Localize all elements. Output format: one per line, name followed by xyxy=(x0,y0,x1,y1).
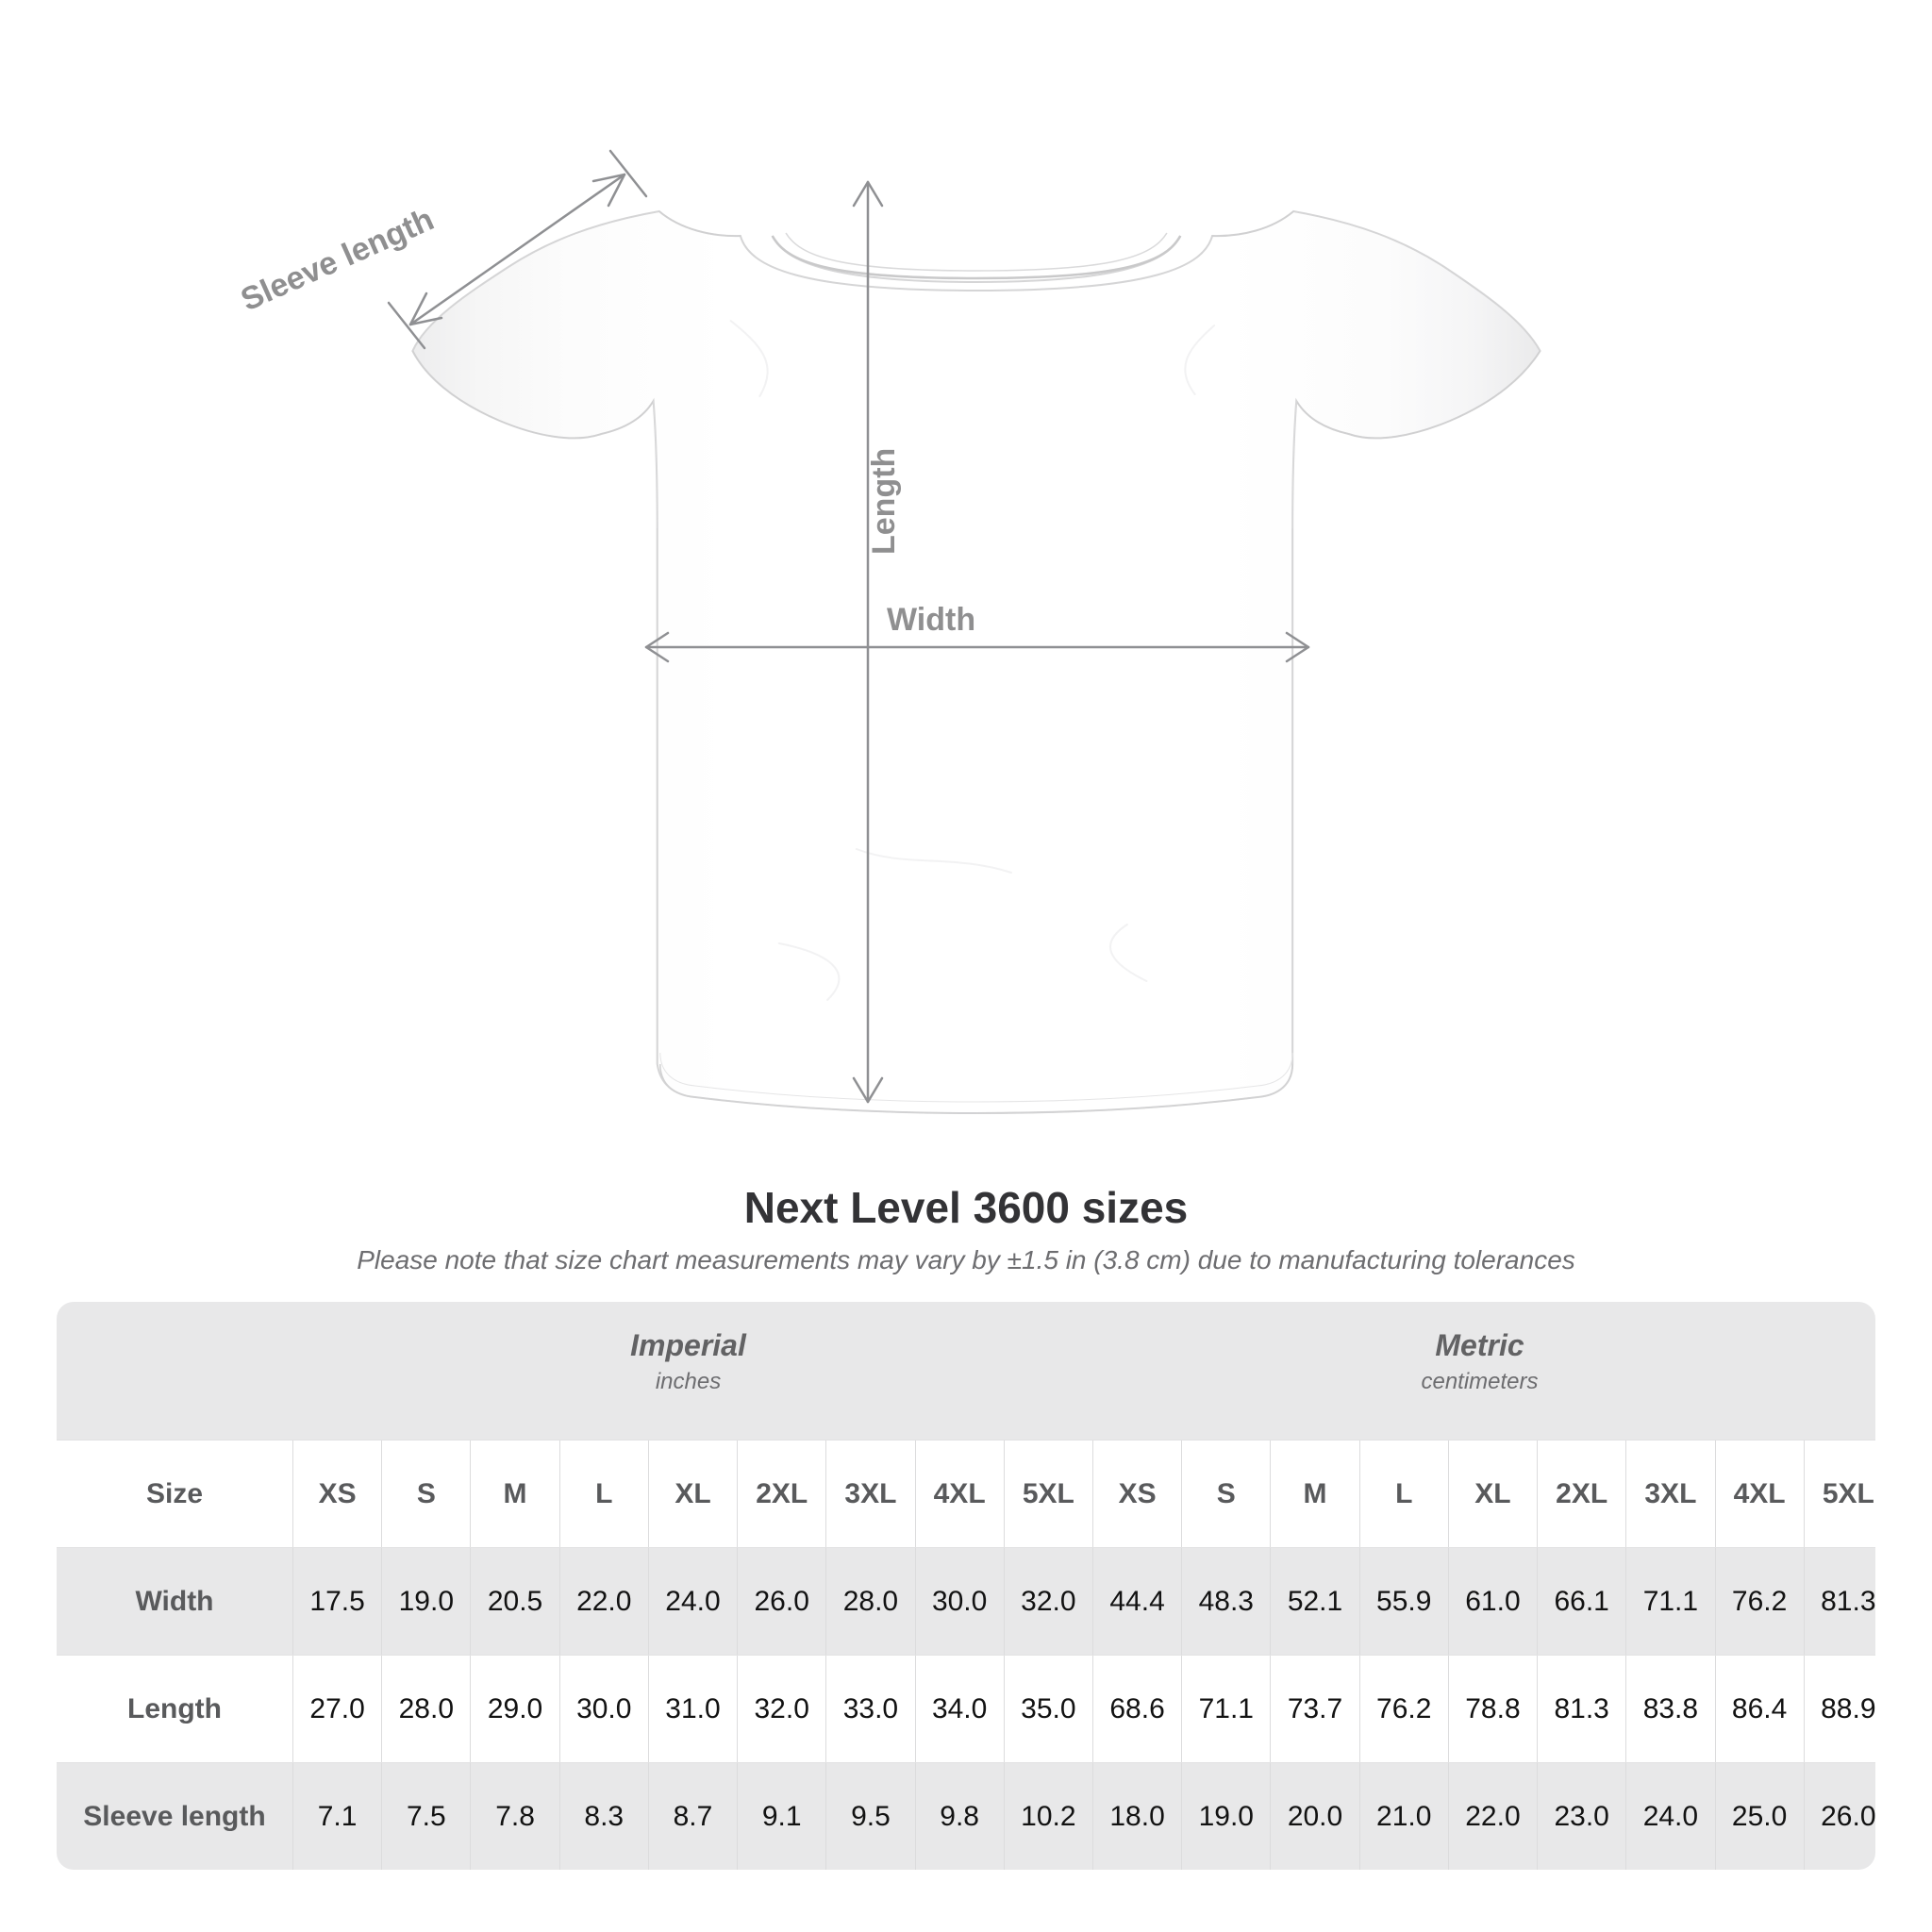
svg-text:Sleeve length: Sleeve length xyxy=(236,201,440,318)
svg-text:Length: Length xyxy=(866,448,902,555)
svg-text:Width: Width xyxy=(887,602,975,638)
